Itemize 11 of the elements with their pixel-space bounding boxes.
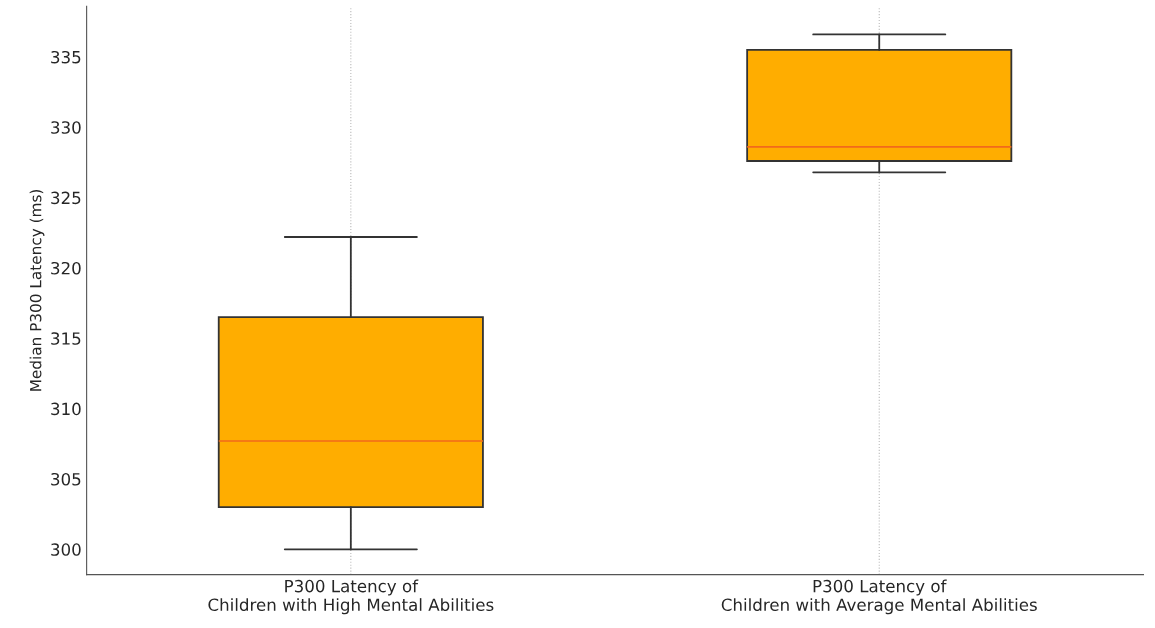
y-tick-label: 300 <box>51 543 81 556</box>
y-tick-label: 325 <box>51 191 81 205</box>
y-tick-label: 305 <box>51 472 81 486</box>
y-axis-title: Median P300 Latency (ms) <box>29 189 45 391</box>
y-tick-label: 310 <box>51 402 81 416</box>
x-tick-label: P300 Latency of Children with High Mental Abilities <box>208 579 494 615</box>
y-tick-label: 315 <box>51 332 81 345</box>
y-tick-label: 330 <box>51 121 81 134</box>
y-tick-label: 335 <box>51 50 81 64</box>
y-tick-label: 320 <box>51 261 81 275</box>
x-tick-label: P300 Latency of Children with Average Mental Abilities <box>721 579 1037 615</box>
